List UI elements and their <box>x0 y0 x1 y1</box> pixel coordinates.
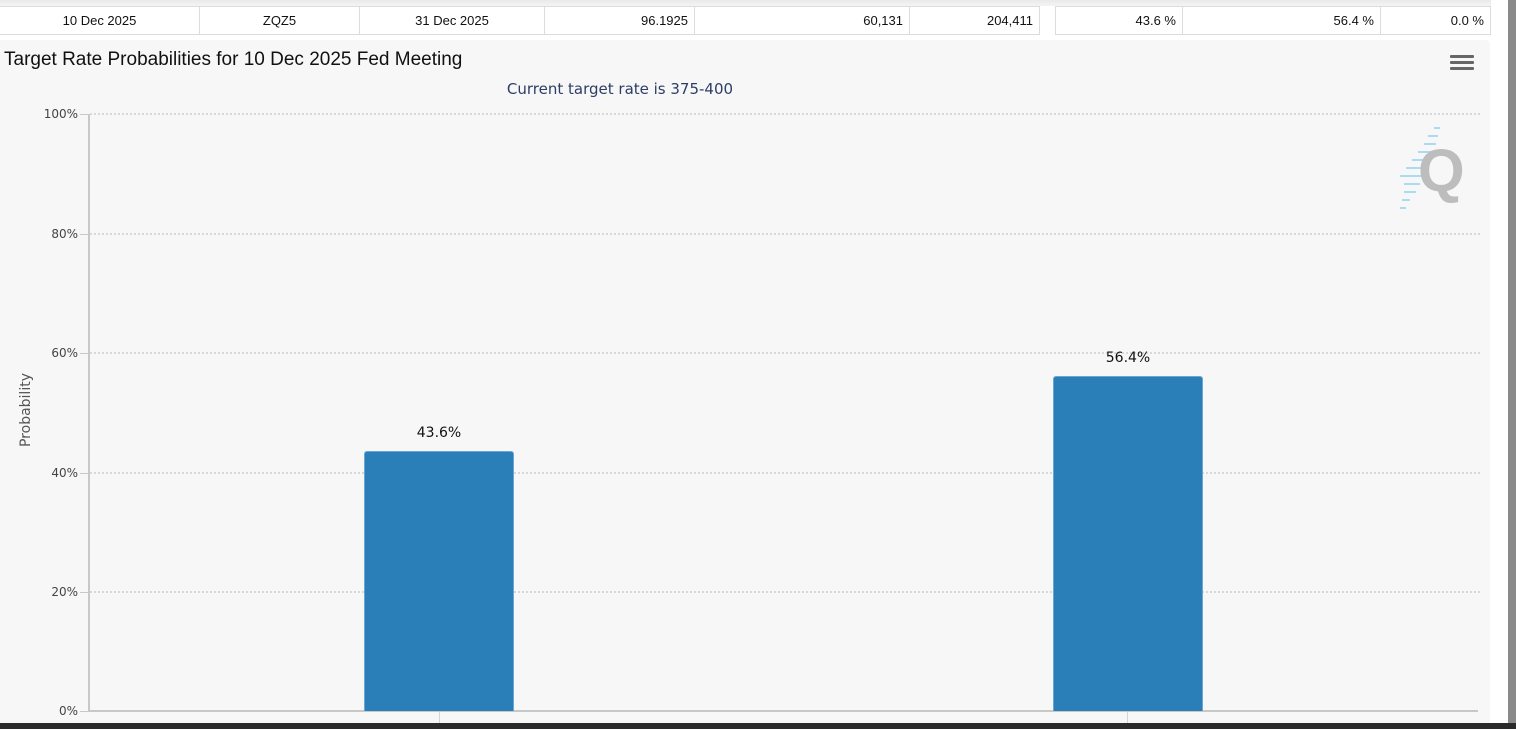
ytick-label-0: 0% <box>58 704 78 718</box>
gridline-80 <box>90 233 1480 235</box>
prior-oi-cell: 204,411 <box>910 7 1040 34</box>
contract-cell: ZQZ5 <box>200 7 360 34</box>
bar-1[interactable] <box>364 451 514 711</box>
bottom-edge <box>0 723 1516 729</box>
probability-chart: Target Rate Probabilities for 10 Dec 202… <box>0 40 1490 723</box>
ytick-mark <box>80 592 88 593</box>
gridline-20 <box>90 591 1480 593</box>
bar-data-label: 56.4% <box>1105 350 1151 366</box>
expires-cell: 31 Dec 2025 <box>360 7 545 34</box>
ytick-mark <box>80 711 88 712</box>
bar-2[interactable] <box>1053 376 1203 711</box>
meeting-date-cell: 10 Dec 2025 <box>0 7 200 34</box>
xtick-mark <box>1127 712 1128 723</box>
plot-area: 100% 80% 60% 40% 20% 0% Probability 43.6… <box>0 40 1490 723</box>
ytick-mark <box>80 353 88 354</box>
table-header-edge <box>0 0 1491 6</box>
ytick-mark <box>80 234 88 235</box>
probability-cell-3: 0.0 % <box>1381 7 1491 34</box>
chart-subtitle: Current target rate is 375-400 <box>506 80 734 98</box>
y-axis-label: Probability <box>18 373 34 448</box>
gridline-40 <box>90 472 1480 474</box>
ytick-label-60: 60% <box>51 346 78 360</box>
speed-lines-icon <box>1400 127 1440 209</box>
watermark-q: Q <box>1418 137 1465 204</box>
xtick-mark <box>439 712 440 723</box>
bar-data-label: 43.6% <box>416 425 462 441</box>
ytick-mark <box>80 114 88 115</box>
vertical-scrollbar[interactable] <box>1508 0 1516 723</box>
ytick-label-40: 40% <box>51 466 78 480</box>
q-watermark-logo: Q <box>1398 126 1468 216</box>
hamburger-menu-icon[interactable] <box>1450 55 1474 75</box>
mid-price-cell: 96.1925 <box>545 7 695 34</box>
ytick-mark <box>80 473 88 474</box>
ytick-label-20: 20% <box>51 585 78 599</box>
probability-table-row: 43.6 % 56.4 % 0.0 % <box>1055 6 1491 35</box>
page-margin <box>1491 0 1508 723</box>
gridline-60 <box>90 352 1480 354</box>
futures-table-row: 10 Dec 2025 ZQZ5 31 Dec 2025 96.1925 60,… <box>0 6 1040 35</box>
ytick-label-80: 80% <box>51 227 78 241</box>
probability-cell-2: 56.4 % <box>1183 7 1381 34</box>
y-axis <box>88 114 90 712</box>
probability-cell-1: 43.6 % <box>1055 7 1183 34</box>
x-axis <box>88 710 1478 712</box>
gridline-100 <box>90 113 1480 115</box>
chart-title: Target Rate Probabilities for 10 Dec 202… <box>4 49 463 70</box>
prior-volume-cell: 60,131 <box>695 7 910 34</box>
ytick-label-100: 100% <box>43 107 78 121</box>
